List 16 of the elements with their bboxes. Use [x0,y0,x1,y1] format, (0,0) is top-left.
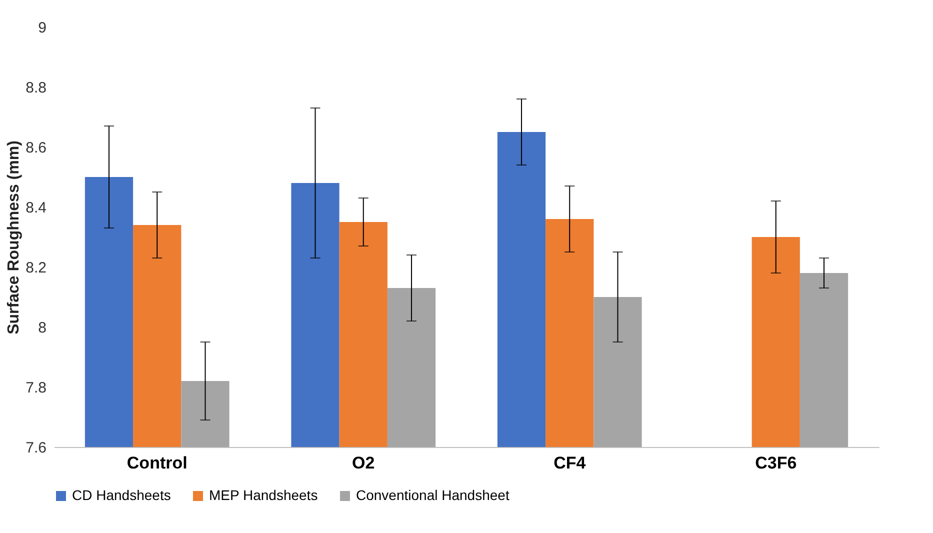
x-tick-label: C3F6 [755,454,797,472]
y-tick-label: 8 [38,320,46,336]
y-axis-title: Surface Roughness (mm) [6,140,23,334]
x-tick-label: O2 [352,454,375,472]
y-tick-label: 8.6 [26,140,46,156]
y-tick-label: 8.2 [26,260,46,276]
x-tick-label: CF4 [554,454,586,472]
y-tick-label: 8.4 [26,200,46,216]
legend-label: Conventional Handsheet [356,487,510,503]
legend-label: CD Handsheets [72,487,171,503]
y-tick-label: 9 [38,20,46,36]
y-tick-label: 7.8 [26,380,46,396]
x-tick-label: Control [126,454,188,472]
legend-label: MEP Handsheets [209,487,318,503]
y-tick-label: 7.6 [26,440,46,456]
y-tick-label: 8.8 [26,80,46,96]
